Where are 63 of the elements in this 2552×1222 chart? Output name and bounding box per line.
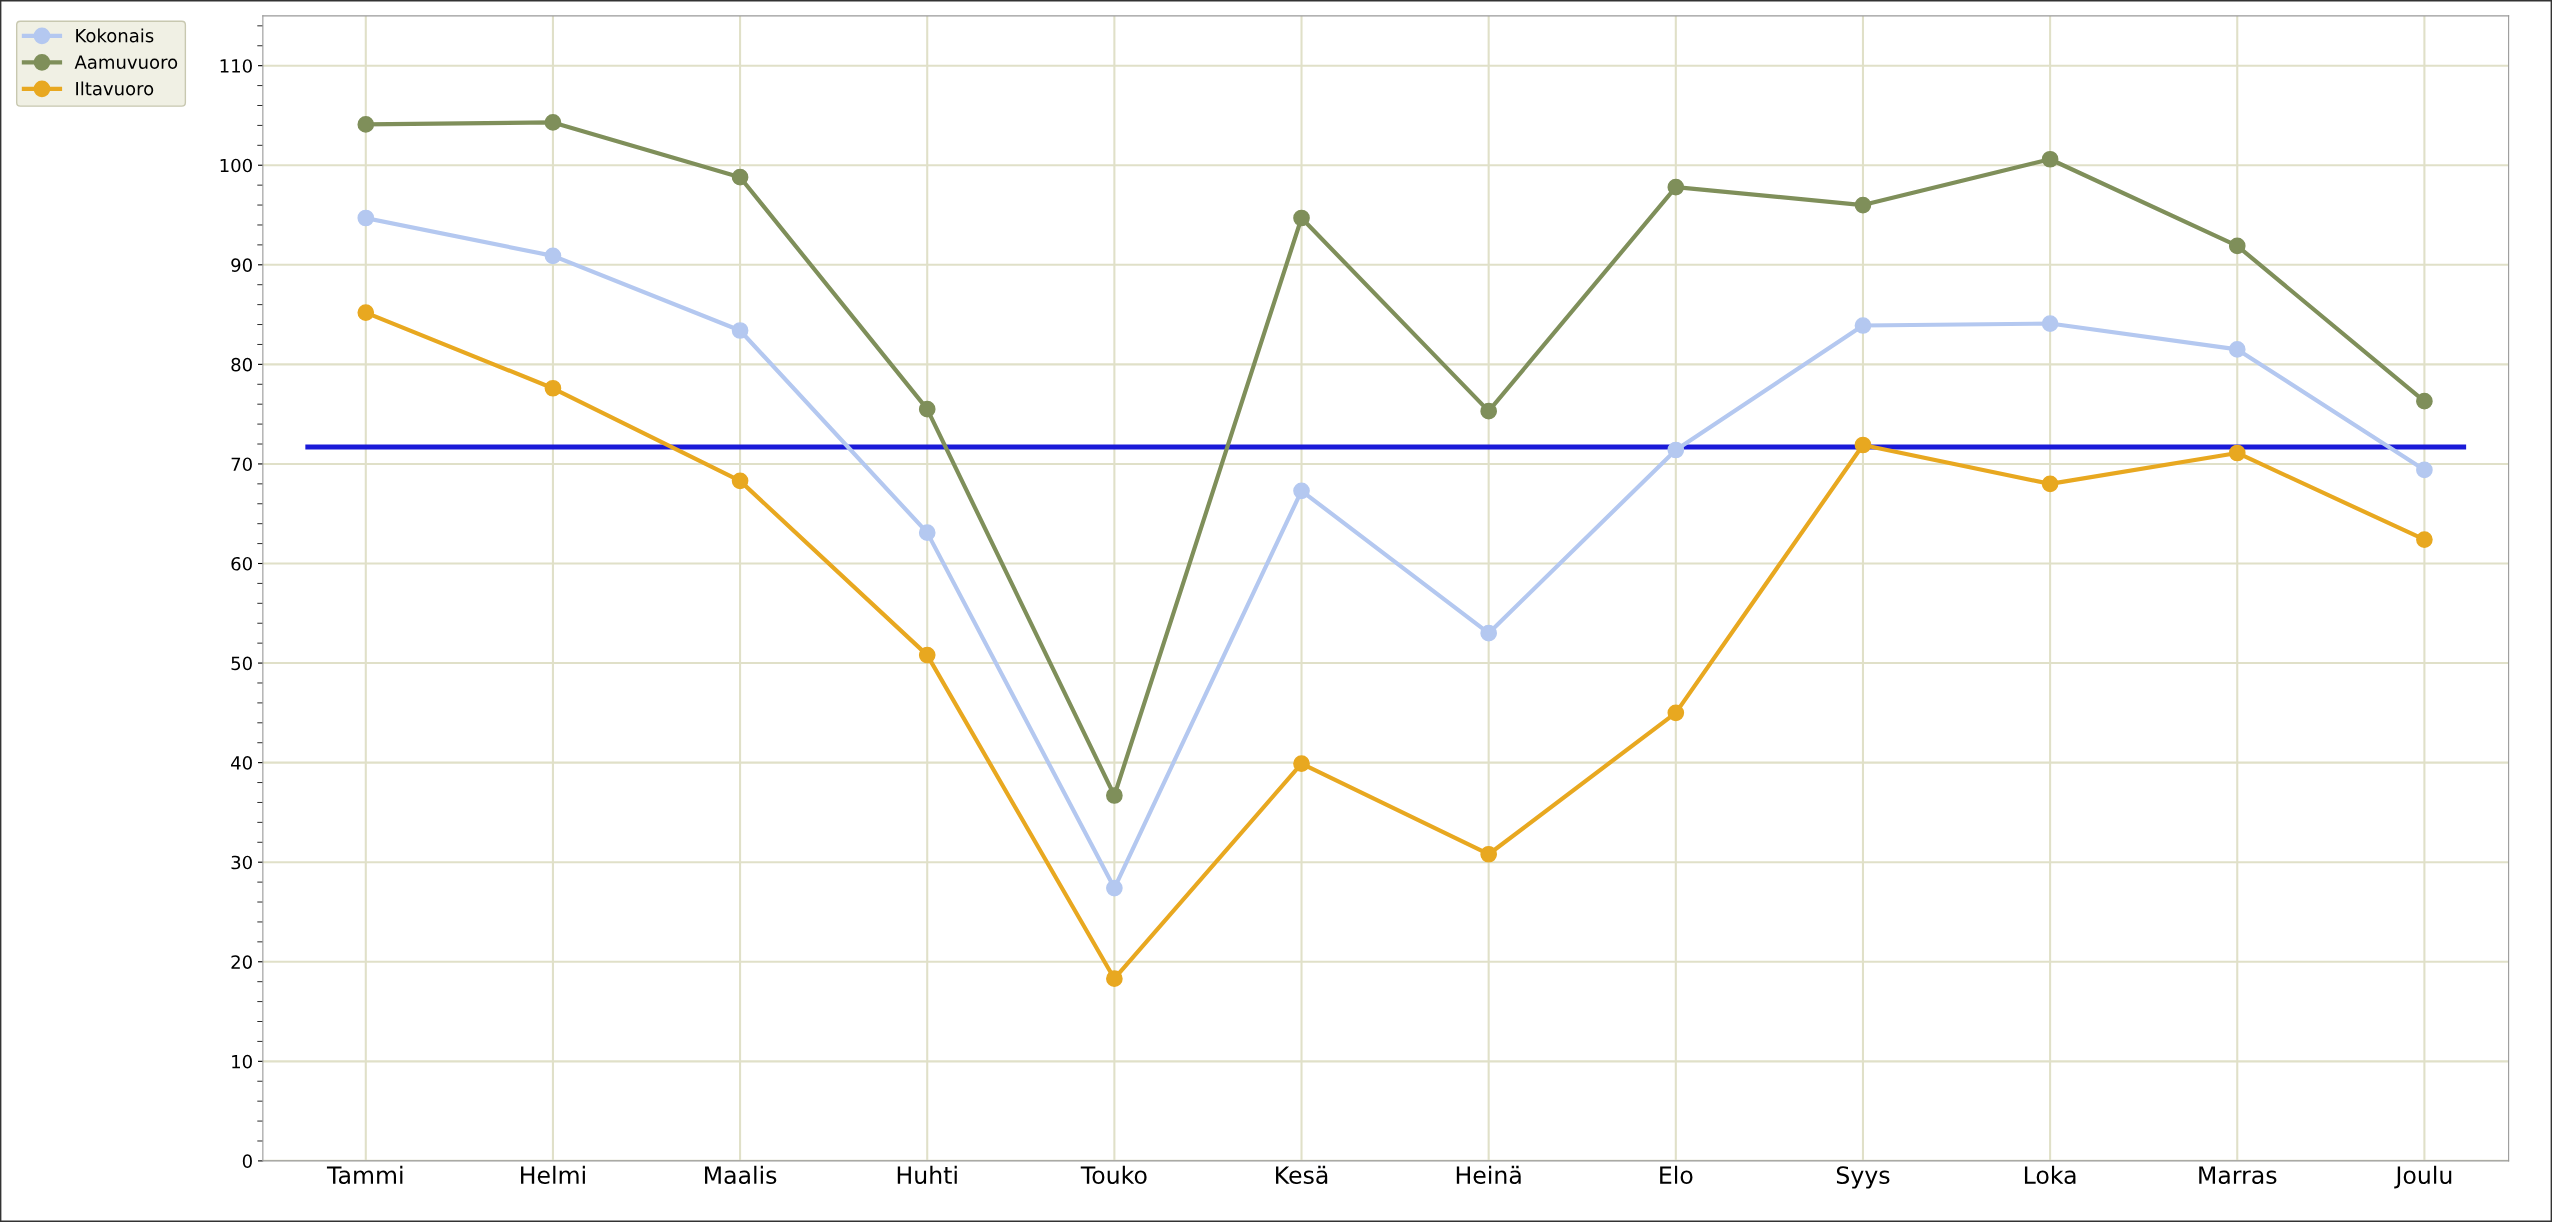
point xyxy=(1293,209,1310,227)
y-tick-label: 50 xyxy=(231,656,252,671)
y-tick-label: 90 xyxy=(231,258,252,272)
point xyxy=(731,168,749,186)
x-tick-label: Maalis xyxy=(705,1165,777,1185)
point xyxy=(1667,178,1685,196)
point xyxy=(2228,341,2246,358)
y-tick-label: 110 xyxy=(220,59,252,73)
point xyxy=(1480,845,1498,863)
point xyxy=(1480,402,1498,420)
point xyxy=(544,379,562,397)
point xyxy=(2041,475,2059,493)
x-tick-label: Huhti xyxy=(897,1165,957,1185)
point xyxy=(918,400,936,418)
point xyxy=(1667,704,1685,722)
point xyxy=(1667,441,1685,459)
point xyxy=(1106,879,1123,897)
x-tick-label: Joulu xyxy=(2394,1165,2452,1189)
point xyxy=(1293,482,1310,500)
y-tick-label: 30 xyxy=(231,855,252,870)
y-tick-label: 10 xyxy=(232,1054,252,1069)
x-tick-label: Loka xyxy=(2024,1165,2076,1185)
point xyxy=(1293,755,1310,772)
y-tick-label: 0 xyxy=(242,1154,252,1169)
x-tick-label: Kesä xyxy=(1276,1165,1328,1185)
x-tick-label: Elo xyxy=(1660,1165,1693,1185)
point xyxy=(1106,787,1123,804)
point xyxy=(918,646,936,664)
point xyxy=(1854,196,1872,214)
x-tick-label: Syys xyxy=(1836,1166,1890,1189)
y-tick-label: 20 xyxy=(231,955,252,969)
point xyxy=(2228,444,2246,462)
y-tick-label: 80 xyxy=(231,357,252,372)
x-tick-label: Touko xyxy=(1080,1165,1147,1185)
legend-label: Aamuvuoro xyxy=(74,55,178,69)
y-tick-label: 60 xyxy=(231,556,252,571)
point xyxy=(1480,624,1498,642)
point xyxy=(918,524,936,541)
legend-label: Kokonais xyxy=(76,28,154,43)
point xyxy=(357,209,375,227)
point xyxy=(2416,392,2433,410)
point xyxy=(544,247,562,265)
point xyxy=(1106,970,1123,988)
point xyxy=(2041,315,2059,332)
point xyxy=(1854,436,1872,454)
point xyxy=(357,116,375,133)
x-tick-label: Helmi xyxy=(521,1165,585,1185)
point xyxy=(2228,237,2246,255)
point xyxy=(544,114,562,131)
y-tick-label: 70 xyxy=(231,457,252,472)
point xyxy=(1854,317,1872,334)
point xyxy=(2416,531,2433,548)
y-tick-label: 100 xyxy=(220,158,252,173)
point xyxy=(731,472,749,490)
x-tick-label: Heinä xyxy=(1456,1165,1521,1185)
point xyxy=(357,304,375,321)
legend-label: Iltavuoro xyxy=(76,81,154,96)
point xyxy=(2416,461,2433,479)
point xyxy=(731,322,749,339)
x-tick-label: Tammi xyxy=(326,1165,403,1185)
y-tick-label: 40 xyxy=(231,756,252,770)
x-tick-label: Marras xyxy=(2199,1166,2277,1185)
point xyxy=(2041,150,2059,168)
